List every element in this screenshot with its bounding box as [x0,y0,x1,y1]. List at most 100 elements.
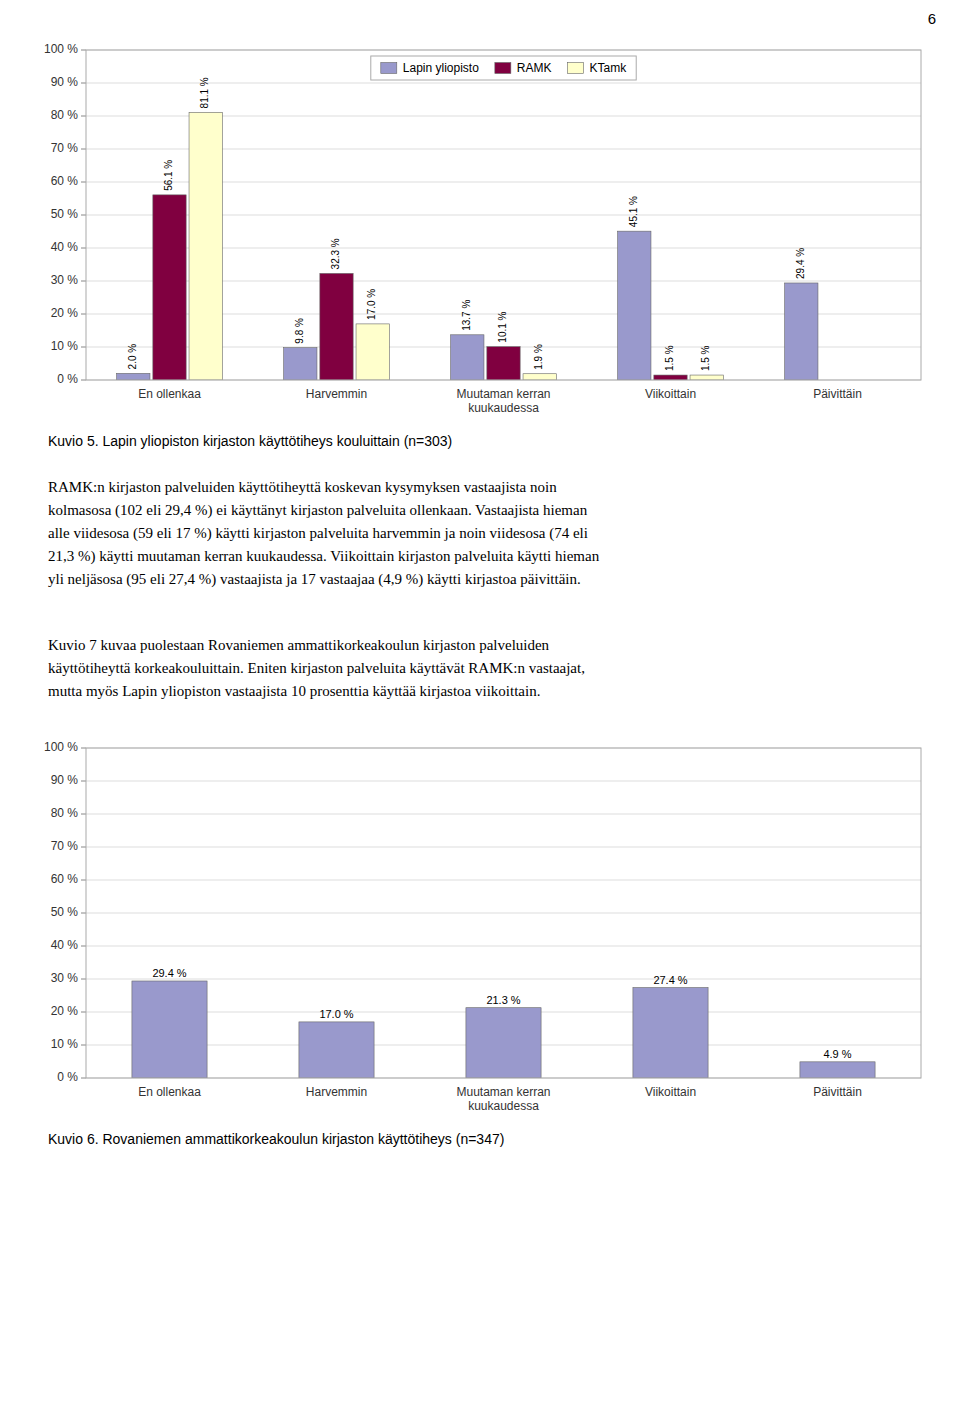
bar [132,981,207,1078]
plot-frame [86,50,921,380]
x-tick-label: En ollenkaa [138,387,201,401]
chart: 0 % 10 % 20 % 30 % 40 % 50 % 60 % 70 % 80 % 90 % 1… [44,740,921,1147]
text-line: Muutaman kerran [456,1085,550,1099]
grid-line [86,781,921,782]
y-tick-label: 100 % [44,42,78,56]
y-tick-label: 70 % [51,839,79,853]
y-tick [81,248,86,249]
y-tick-label: 90 % [51,773,79,787]
y-tick [81,182,86,183]
text-line: Viikoittain [645,387,696,401]
y-tick [81,215,86,216]
y-tick [81,281,86,282]
y-tick [81,913,86,914]
data-label: 10.1 % [497,311,508,342]
data-label: 2.0 % [127,344,138,370]
x-tick-label: Muutaman kerrankuukaudessa [456,1085,550,1113]
bar [466,1008,541,1078]
x-tick-label: Viikoittain [645,387,696,401]
bar [633,988,708,1078]
legend-label: RAMK [517,61,552,75]
text-line: 21,3 %) käytti muutaman kerran kuukaudes… [48,548,600,565]
y-tick-label: 20 % [51,1004,79,1018]
caption: Kuvio 6. Rovaniemen ammattikorkeakoulun … [48,1131,504,1147]
y-tick-label: 80 % [51,806,79,820]
bar [320,273,353,380]
y-tick-label: 10 % [51,339,79,353]
text-line: Kuvio 7 kuvaa puolestaan Rovaniemen amma… [48,637,550,653]
text-line: käyttötiheyttä korkeakouluittain. Eniten… [48,660,585,676]
data-label: 1.5 % [700,345,711,371]
y-tick-label: 60 % [51,872,79,886]
bar [451,335,484,380]
y-tick [81,116,86,117]
y-tick [81,946,86,947]
data-label: 45.1 % [628,196,639,227]
y-tick [81,1045,86,1046]
y-tick-label: 90 % [51,75,79,89]
plot-area [86,748,921,1078]
legend-label: KTamk [590,61,628,75]
x-tick-label: Harvemmin [306,1085,367,1099]
y-tick-label: 0 % [57,372,78,386]
y-tick-label: 30 % [51,971,79,985]
text-line: kolmasosa (102 eli 29,4 %) ei käyttänyt … [48,502,588,519]
data-label: 29.4 % [795,248,806,279]
x-tick-label: Viikoittain [645,1085,696,1099]
y-tick [81,149,86,150]
y-tick-label: 0 % [57,1070,78,1084]
y-tick [81,1012,86,1013]
page-number: 6 [928,10,936,27]
legend: Lapin yliopistoRAMKKTamk [371,56,636,80]
y-tick-label: 60 % [51,174,79,188]
text-line: mutta myös Lapin yliopiston vastaajista … [48,683,540,699]
y-tick-label: 40 % [51,938,79,952]
bar [189,112,222,380]
text-line: yli neljäsosa (95 eli 27,4 %) vastaajist… [48,571,581,588]
y-tick-label: 50 % [51,905,79,919]
y-tick-label: 100 % [44,740,78,754]
y-tick [81,814,86,815]
y-tick [81,83,86,84]
text-line: RAMK:n kirjaston palveluiden käyttötihey… [48,479,557,495]
bar [284,348,317,380]
data-label: 13.7 % [461,300,472,331]
y-tick-label: 30 % [51,273,79,287]
text-line: En ollenkaa [138,387,201,401]
bar [117,373,150,380]
bars [117,112,818,380]
x-tick-label: En ollenkaa [138,1085,201,1099]
bar [356,324,389,380]
y-tick-label: 10 % [51,1037,79,1051]
bar [785,283,818,380]
y-tick [81,50,86,51]
x-tick-label: Muutaman kerrankuukaudessa [456,387,550,415]
y-tick [81,1078,86,1079]
grid-line [86,979,921,980]
data-label: 21.3 % [486,994,520,1006]
bar [487,347,520,380]
y-tick-label: 20 % [51,306,79,320]
bar [690,375,723,380]
legend-frame [371,56,636,80]
bar [299,1022,374,1078]
data-label: 56.1 % [163,160,174,191]
y-tick [81,979,86,980]
data-label: 81.1 % [199,77,210,108]
text-line: kuukaudessa [468,1099,539,1113]
plot-area [86,50,921,380]
y-tick-label: 70 % [51,141,79,155]
text-line: En ollenkaa [138,1085,201,1099]
data-label: 1.5 % [664,345,675,371]
text-line: Muutaman kerran [456,387,550,401]
grid-line [86,847,921,848]
y-tick [81,847,86,848]
text-line: Harvemmin [306,387,367,401]
x-tick-label: Päivittäin [813,387,862,401]
x-tick-label: Harvemmin [306,387,367,401]
text-line: Viikoittain [645,1085,696,1099]
bar [654,375,687,380]
text-line: kuukaudessa [468,401,539,415]
text-line: Harvemmin [306,1085,367,1099]
body-paragraph: RAMK:n kirjaston palveluiden käyttötihey… [48,479,600,588]
